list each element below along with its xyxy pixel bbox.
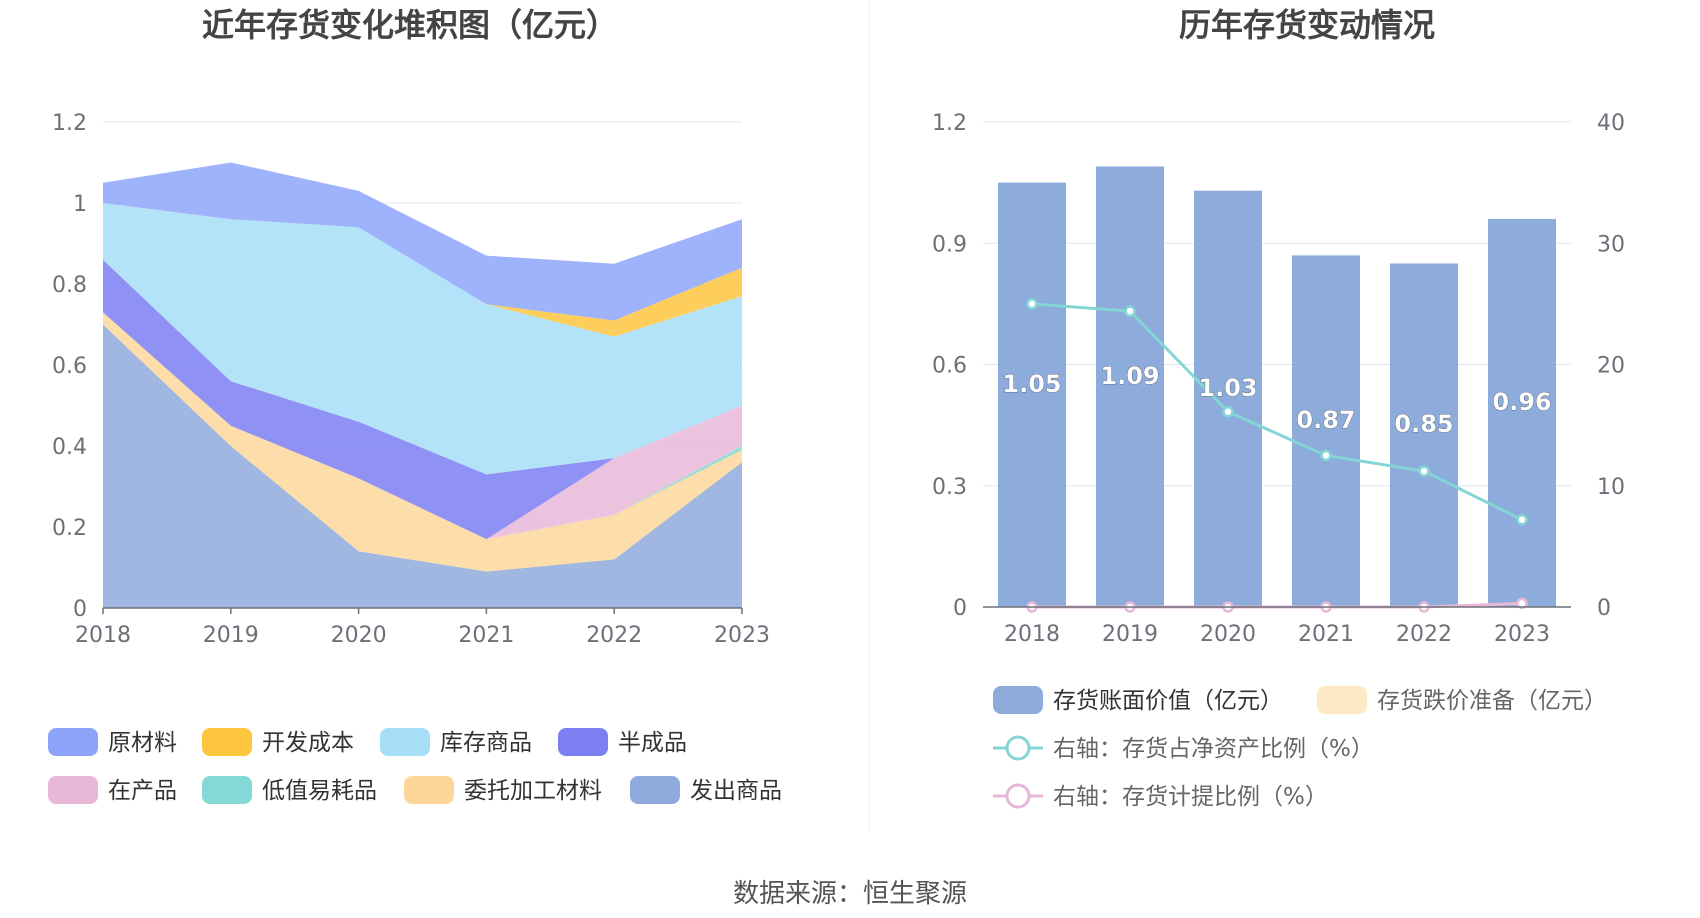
bar-2020 [1194,190,1262,608]
legend-swatch-发出商品[interactable] [630,776,680,804]
left-axis: 0 0.2 0.4 0.6 0.8 1 1.2 2018 2019 2020 2021 2022 202… [52,111,770,648]
right-x-tick: 2021 [1298,622,1354,647]
bar-line-chart: 历年存货变动情况 1.05 1.09 1.03 0.87 0.85 0.96 0 0.3 0.… [932,6,1625,810]
left-x-tick: 2018 [75,623,131,648]
left-x-tick: 2023 [714,623,770,648]
bar-label-2022: 0.85 [1394,410,1453,438]
left-y-tick: 0.6 [52,354,87,379]
line-point-0-2022 [1418,465,1430,477]
legend-label-line[interactable]: 右轴：存货计提比例（%） [1053,784,1328,810]
bar-label-2018: 1.05 [1002,370,1061,398]
right-x-tick: 2018 [1004,622,1060,647]
right-y-tick: 1.2 [932,111,967,136]
right-y2-tick: 10 [1597,475,1625,500]
legend-swatch-半成品[interactable] [558,728,608,756]
area-series-委托加工材料 [103,312,742,572]
left-y-tick: 0.4 [52,435,87,460]
bar-label-2020: 1.03 [1198,374,1257,402]
bar-2023 [1488,219,1556,607]
bar-2022 [1390,263,1458,607]
left-x-tick: 2021 [458,623,514,648]
stacked-area-chart: 近年存货变化堆积图（亿元） 0 0.2 0.4 0.6 0.8 1 1.2 2018 2019 2… [48,6,782,804]
right-y2-tick: 0 [1597,596,1611,621]
area-series-在产品 [103,312,742,540]
right-y2-tick: 30 [1597,232,1625,257]
legend-label-line[interactable]: 右轴：存货占净资产比例（%） [1053,736,1374,762]
legend-label-委托加工材料[interactable]: 委托加工材料 [464,778,602,804]
legend-label-bar[interactable]: 存货跌价准备（亿元） [1377,688,1607,714]
legend-swatch-库存商品[interactable] [380,728,430,756]
right-y-tick: 0.3 [932,475,967,500]
right-y2-tick: 40 [1597,111,1625,136]
bar-2018 [998,182,1066,607]
left-x-tick: 2019 [203,623,259,648]
legend-swatch-低值易耗品[interactable] [202,776,252,804]
legend-label-bar[interactable]: 存货账面价值（亿元） [1053,688,1283,714]
legend-swatch-在产品[interactable] [48,776,98,804]
area-series-半成品 [103,259,742,540]
right-labels: 1.05 1.09 1.03 0.87 0.85 0.96 [1002,362,1552,439]
bar-label-2019: 1.09 [1100,362,1159,390]
legend-label-半成品[interactable]: 半成品 [618,730,687,756]
legend-swatch-原材料[interactable] [48,728,98,756]
legend-label-库存商品[interactable]: 库存商品 [440,730,532,756]
right-axis: 0 0.3 0.6 0.9 1.2 0 10 20 30 40 2018 2019 2020 2021 20… [932,111,1625,647]
area-series-库存商品 [103,203,742,475]
bar-2019 [1096,166,1164,608]
legend-line-marker[interactable] [1005,783,1031,809]
right-y-tick: 0.9 [932,232,967,257]
left-x-tick: 2022 [586,623,642,648]
line-point-1-2023 [1516,597,1528,610]
legend-label-在产品[interactable]: 在产品 [108,778,177,804]
right-x-tick: 2020 [1200,622,1256,647]
right-y2-tick: 20 [1597,354,1625,379]
right-x-tick: 2022 [1396,622,1452,647]
line-point-0-2018 [1026,298,1038,310]
legend-label-开发成本[interactable]: 开发成本 [262,730,354,756]
right-y-tick: 0.6 [932,354,967,379]
left-y-tick: 1.2 [52,111,87,136]
line-point-0-2020 [1222,406,1234,418]
bar-label-2023: 0.96 [1492,388,1551,416]
right-bars [998,166,1556,608]
left-y-tick: 0 [73,597,87,622]
left-y-tick: 1 [73,192,87,217]
left-areas [103,162,742,608]
right-legend: 存货账面价值（亿元） 存货跌价准备（亿元）右轴：存货占净资产比例（%） 右轴：存货计… [993,686,1607,810]
legend-label-发出商品[interactable]: 发出商品 [690,778,782,804]
left-chart-title: 近年存货变化堆积图（亿元） [202,6,618,44]
right-x-tick: 2023 [1494,622,1550,647]
legend-swatch-委托加工材料[interactable] [404,776,454,804]
legend-label-低值易耗品[interactable]: 低值易耗品 [262,778,377,804]
line-point-0-2019 [1124,305,1136,317]
bar-label-2021: 0.87 [1296,406,1355,434]
left-y-tick: 0.2 [52,516,87,541]
line-series-0 [1031,302,1523,522]
legend-line-marker[interactable] [1005,735,1031,761]
left-x-tick: 2020 [331,623,387,648]
legend-swatch-bar[interactable] [1317,686,1367,714]
legend-swatch-bar[interactable] [993,686,1043,714]
line-point-0-2021 [1320,449,1332,462]
legend-swatch-开发成本[interactable] [202,728,252,756]
right-grid [983,121,1571,487]
line-point-0-2023 [1516,513,1528,526]
left-y-tick: 0.8 [52,273,87,298]
area-series-发出商品 [103,324,742,608]
right-x-tick: 2019 [1102,622,1158,647]
bar-2021 [1292,255,1360,607]
area-series-原材料 [103,162,742,321]
data-source: 数据来源：恒生聚源 [733,879,967,909]
right-chart-title: 历年存货变动情况 [1179,6,1435,44]
right-y-tick: 0 [953,596,967,621]
legend-label-原材料[interactable]: 原材料 [108,730,177,756]
